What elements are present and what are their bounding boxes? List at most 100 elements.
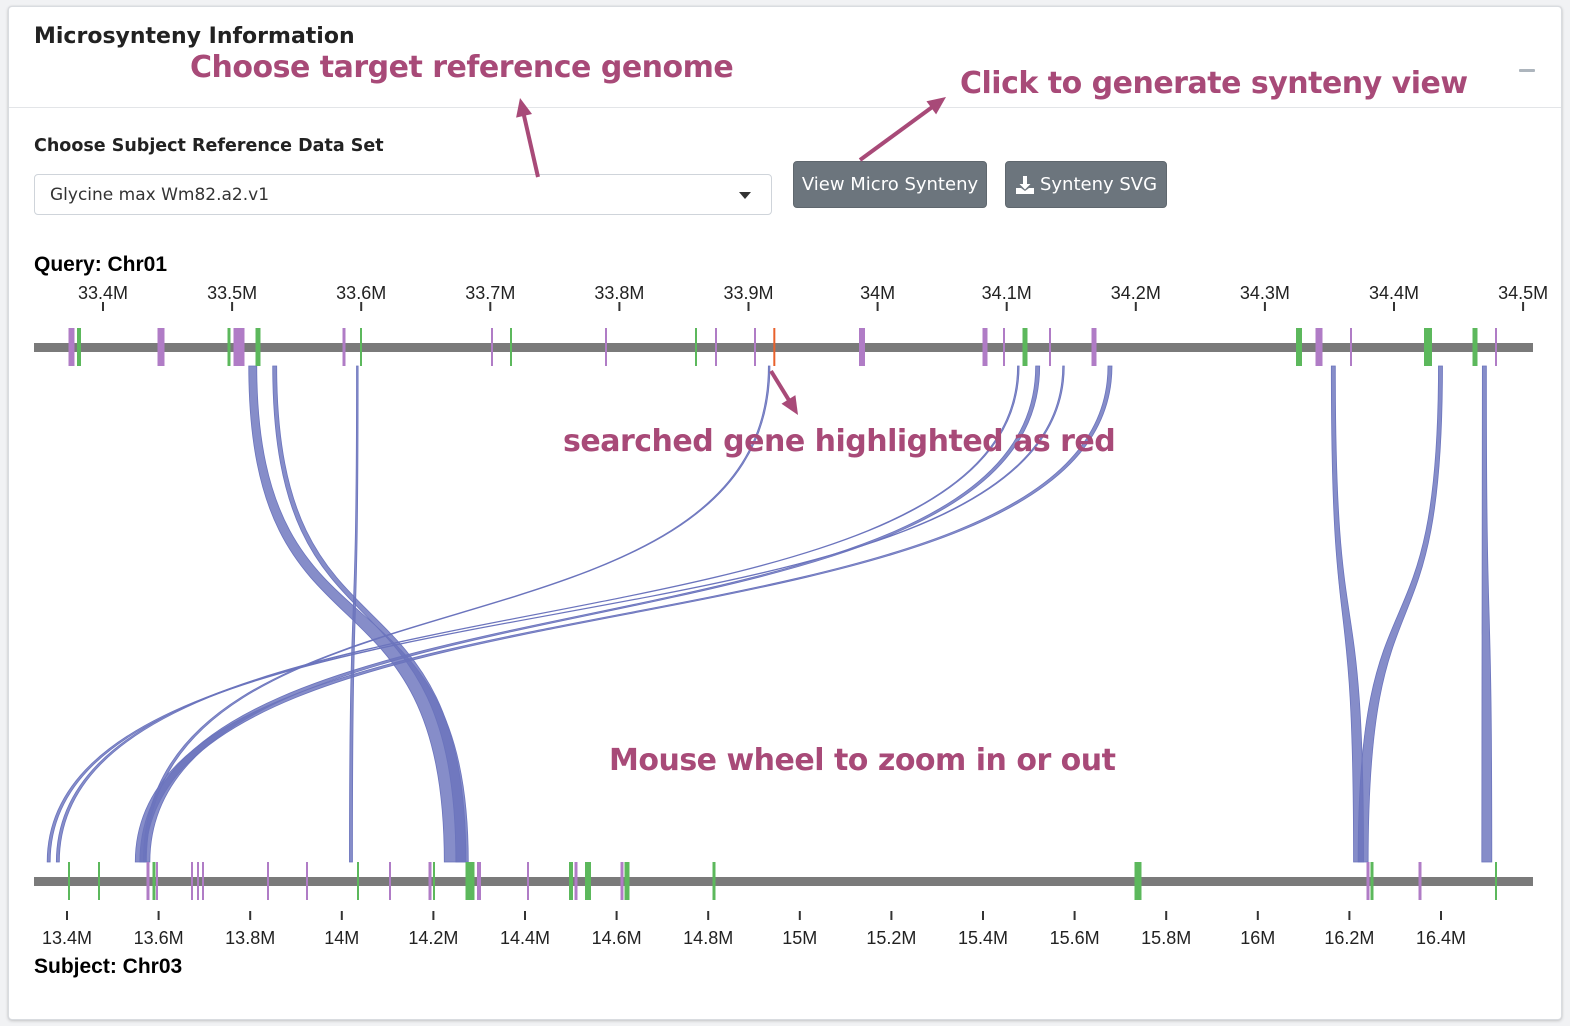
subject-gene[interactable] xyxy=(620,862,624,900)
annotation-arrow-shaft xyxy=(858,101,940,162)
download-icon xyxy=(1015,175,1034,194)
subject-gene[interactable] xyxy=(197,862,199,900)
panel-header: Microsynteny Information xyxy=(9,7,1561,108)
searched-gene-highlight[interactable] xyxy=(773,328,776,366)
query-gene[interactable] xyxy=(605,328,607,366)
caret-down-icon xyxy=(739,192,751,199)
synteny-link[interactable] xyxy=(349,365,359,863)
query-gene[interactable] xyxy=(1424,328,1432,366)
query-track xyxy=(34,328,1533,366)
subject-gene[interactable] xyxy=(156,862,158,900)
query-gene[interactable] xyxy=(859,328,865,366)
subject-gene[interactable] xyxy=(465,862,475,900)
subject-gene[interactable] xyxy=(146,862,150,900)
query-gene[interactable] xyxy=(1350,328,1352,366)
query-gene[interactable] xyxy=(1472,328,1478,366)
synteny-link[interactable] xyxy=(1481,365,1493,863)
query-gene[interactable] xyxy=(233,328,245,366)
subject-tick-label: 13.4M xyxy=(42,928,92,948)
annotation-arrows xyxy=(516,97,946,415)
query-axis: 33.4M 33.5M 33.6M 33.7M 33.8M 33.9M 34M 34.1M 34… xyxy=(78,283,1548,311)
query-gene[interactable] xyxy=(1296,328,1302,366)
query-gene[interactable] xyxy=(754,328,756,366)
subject-gene[interactable] xyxy=(585,862,591,900)
subject-gene[interactable] xyxy=(152,862,156,900)
synteny-link[interactable] xyxy=(1357,365,1443,863)
microsynteny-panel: Microsynteny Information Choose Subject … xyxy=(8,6,1562,1020)
subject-dataset-label: Choose Subject Reference Data Set xyxy=(34,136,384,156)
query-gene[interactable] xyxy=(982,328,988,366)
query-gene[interactable] xyxy=(1022,328,1028,366)
view-micro-synteny-button[interactable]: View Micro Synteny xyxy=(793,161,987,208)
subject-gene[interactable] xyxy=(527,862,529,900)
query-gene[interactable] xyxy=(1049,328,1051,366)
subject-gene[interactable] xyxy=(191,862,193,900)
arrow-head-icon xyxy=(516,98,533,118)
query-gene[interactable] xyxy=(77,328,81,366)
subject-gene[interactable] xyxy=(477,862,481,900)
subject-gene[interactable] xyxy=(1370,862,1374,900)
query-gene[interactable] xyxy=(491,328,493,366)
subject-gene[interactable] xyxy=(1134,862,1142,900)
subject-gene[interactable] xyxy=(68,862,70,900)
subject-tick-label: 15.8M xyxy=(1141,928,1191,948)
subject-tick-label: 13.8M xyxy=(225,928,275,948)
query-gene[interactable] xyxy=(342,328,346,366)
query-gene[interactable] xyxy=(71,328,75,366)
subject-gene[interactable] xyxy=(1495,862,1497,900)
synteny-svg-label: Synteny SVG xyxy=(1039,174,1158,195)
subject-gene[interactable] xyxy=(98,862,100,900)
query-gene[interactable] xyxy=(715,328,717,366)
annotation-choose-genome: Choose target reference genome xyxy=(190,50,734,85)
query-gene[interactable] xyxy=(1495,328,1497,366)
subject-gene[interactable] xyxy=(357,862,359,900)
subject-gene[interactable] xyxy=(712,862,716,900)
query-tick-label: 33.6M xyxy=(336,283,386,303)
collapse-icon[interactable] xyxy=(1519,69,1535,72)
query-tick-label: 33.7M xyxy=(465,283,515,303)
query-gene[interactable] xyxy=(1315,328,1323,366)
subject-gene[interactable] xyxy=(267,862,269,900)
query-gene[interactable] xyxy=(695,328,697,366)
synteny-link[interactable] xyxy=(46,365,1065,863)
subject-gene[interactable] xyxy=(1418,862,1422,900)
synteny-link[interactable] xyxy=(55,365,1020,863)
subject-tick-label: 14.4M xyxy=(500,928,550,948)
subject-gene[interactable] xyxy=(569,862,573,900)
synteny-link[interactable] xyxy=(248,365,469,863)
synteny-link[interactable] xyxy=(134,365,1113,863)
query-gene[interactable] xyxy=(255,328,261,366)
subject-axis: 13.4M 13.6M 13.8M 14M 14.2M 14.4M 14.6M 14.8M 15… xyxy=(42,911,1466,948)
subject-gene[interactable] xyxy=(389,862,391,900)
subject-gene[interactable] xyxy=(202,862,204,900)
query-gene[interactable] xyxy=(157,328,165,366)
subject-gene[interactable] xyxy=(574,862,578,900)
synteny-link[interactable] xyxy=(272,365,467,863)
subject-dataset-select[interactable]: Glycine max Wm82.a2.v1 xyxy=(34,174,772,215)
subject-tick-label: 15.4M xyxy=(958,928,1008,948)
query-tick-label: 34.5M xyxy=(1498,283,1548,303)
synteny-links xyxy=(46,365,1493,863)
subject-gene[interactable] xyxy=(306,862,308,900)
query-tick-label: 34.1M xyxy=(982,283,1032,303)
synteny-svg-button[interactable]: Synteny SVG xyxy=(1005,161,1167,208)
query-gene[interactable] xyxy=(1091,328,1097,366)
query-tick-label: 34.2M xyxy=(1111,283,1161,303)
synteny-link[interactable] xyxy=(1330,365,1364,863)
query-gene[interactable] xyxy=(1003,328,1005,366)
annotation-zoom: Mouse wheel to zoom in or out xyxy=(609,743,1116,778)
subject-chromosome-label: Subject: Chr03 xyxy=(34,955,183,978)
subject-gene[interactable] xyxy=(624,862,630,900)
arrow-head-icon xyxy=(781,395,798,415)
subject-gene[interactable] xyxy=(433,862,435,900)
query-tick-label: 33.8M xyxy=(594,283,644,303)
subject-gene[interactable] xyxy=(1366,862,1370,900)
query-gene[interactable] xyxy=(360,328,362,366)
subject-tick-label: 15.2M xyxy=(866,928,916,948)
query-gene[interactable] xyxy=(68,328,72,366)
panel-title: Microsynteny Information xyxy=(34,24,355,49)
subject-gene[interactable] xyxy=(428,862,432,900)
query-gene[interactable] xyxy=(227,328,231,366)
query-gene[interactable] xyxy=(510,328,512,366)
